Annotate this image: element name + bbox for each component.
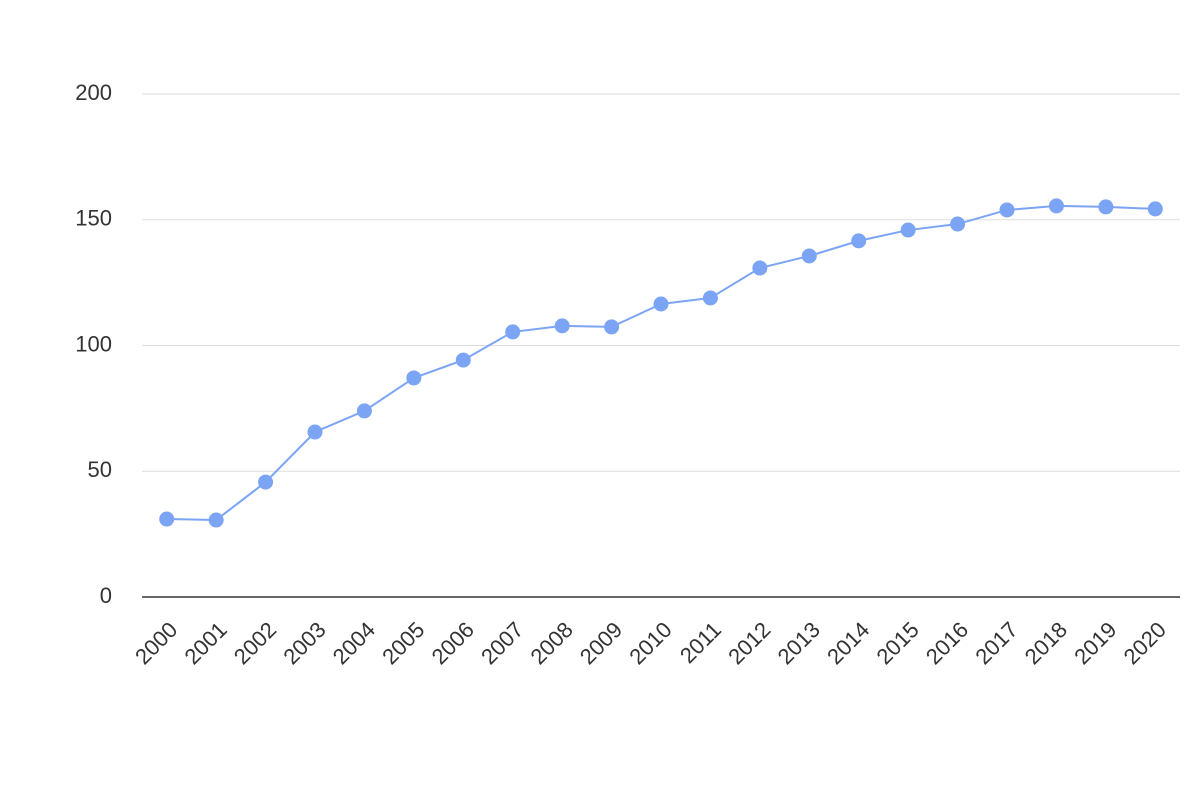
x-tick-label: 2019 <box>1069 617 1121 669</box>
x-tick-label: 2020 <box>1119 617 1171 669</box>
x-tick-label: 2001 <box>179 617 231 669</box>
marker <box>653 296 669 312</box>
marker <box>159 511 175 527</box>
marker <box>1048 198 1064 214</box>
y-tick-label: 50 <box>88 457 112 482</box>
marker <box>307 424 323 440</box>
y-tick-label: 200 <box>75 80 112 105</box>
marker <box>356 403 372 419</box>
x-tick-label: 2002 <box>229 617 281 669</box>
marker <box>208 512 224 528</box>
x-tick-label: 2010 <box>624 617 676 669</box>
marker <box>900 222 916 238</box>
x-tick-label: 2000 <box>130 617 182 669</box>
marker <box>604 319 620 335</box>
marker <box>1147 201 1163 217</box>
x-tick-label: 2016 <box>921 617 973 669</box>
marker <box>554 318 570 334</box>
marker <box>999 202 1015 218</box>
x-tick-label: 2003 <box>278 617 330 669</box>
marker <box>406 370 422 386</box>
marker <box>702 290 718 306</box>
x-tick-label: 2004 <box>328 617 380 669</box>
x-tick-label: 2006 <box>427 617 479 669</box>
marker <box>950 216 966 232</box>
x-tick-label: 2005 <box>377 617 429 669</box>
x-tick-label: 2009 <box>575 617 627 669</box>
x-tick-label: 2014 <box>822 617 874 669</box>
x-tick-label: 2011 <box>675 617 726 668</box>
marker <box>851 233 867 249</box>
marker <box>505 324 521 340</box>
y-tick-label: 100 <box>75 331 112 356</box>
y-tick-label: 0 <box>100 583 112 608</box>
marker <box>752 260 768 276</box>
x-tick-label: 2013 <box>773 617 825 669</box>
x-tick-label: 2017 <box>970 617 1022 669</box>
x-tick-label: 2015 <box>871 617 923 669</box>
line <box>166 204 1156 522</box>
x-tick-label: 2008 <box>525 617 577 669</box>
marker <box>1098 199 1114 215</box>
x-tick-label: 2012 <box>723 617 775 669</box>
x-tick-label: 2018 <box>1020 617 1072 669</box>
y-tick-label: 150 <box>75 206 112 231</box>
marker <box>801 248 817 264</box>
x-tick-label: 2007 <box>476 617 528 669</box>
marker <box>258 474 274 490</box>
marker <box>455 352 471 368</box>
